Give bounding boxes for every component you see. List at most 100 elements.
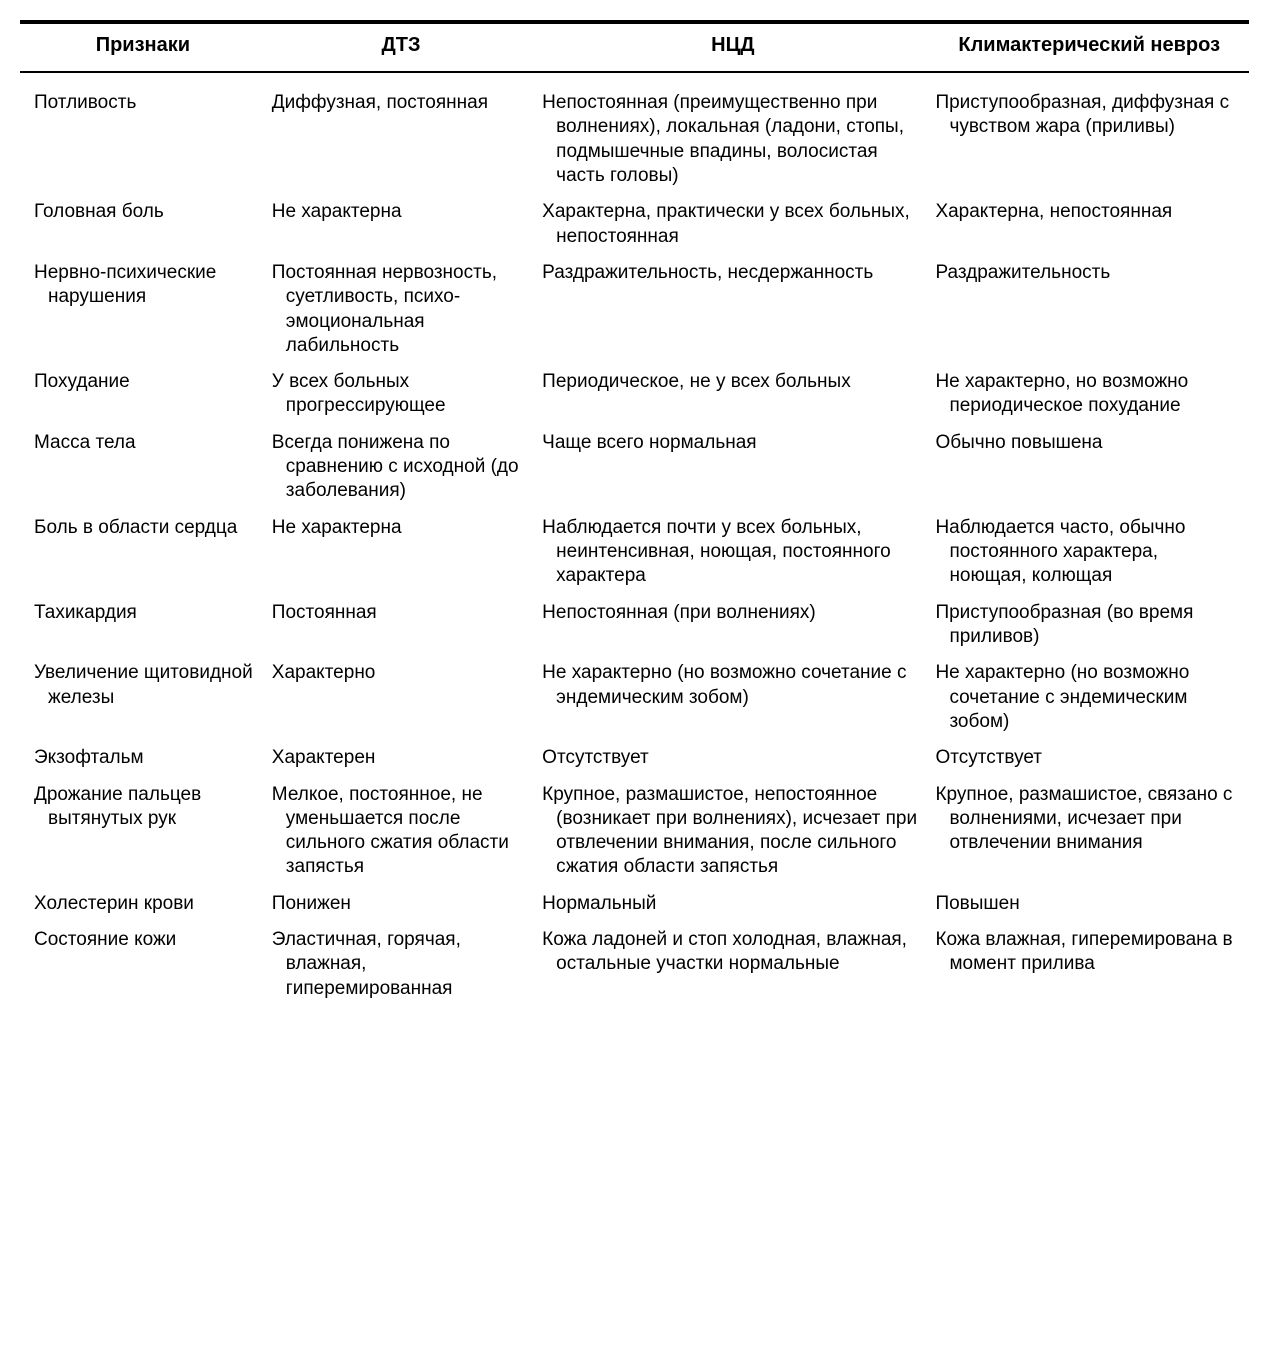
- row-cell: Не характерно (но возможно сочетание с э…: [929, 655, 1249, 740]
- cell-text: Крупное, размашистое, непостоянное (возн…: [542, 783, 919, 880]
- row-cell: Кожа влажная, гиперемирована в момент пр…: [929, 922, 1249, 1007]
- table-row: Похудание У всех больных прогрессирующее П…: [20, 364, 1249, 425]
- table-head: Признаки ДТЗ НЦД Климактерический невроз: [20, 22, 1249, 72]
- row-feature-label: Боль в области сердца: [20, 510, 266, 595]
- table-row: Потливость Диффузная, постоянная Непостоян…: [20, 72, 1249, 194]
- cell-text: Экзофтальм: [34, 746, 256, 770]
- row-cell: Постоянная нервозность, суетливость, пси…: [266, 255, 536, 364]
- cell-text: Дрожание пальцев вытянутых рук: [34, 783, 256, 832]
- row-cell: Крупное, размашистое, непостоянное (возн…: [536, 777, 929, 886]
- table-row: Нервно-психические нарушения Постоянная н…: [20, 255, 1249, 364]
- cell-text: Понижен: [272, 892, 526, 916]
- cell-text: Постоянная: [272, 601, 526, 625]
- row-cell: Отсутствует: [536, 740, 929, 776]
- row-cell: У всех больных прогрессирующее: [266, 364, 536, 425]
- row-feature-label: Состояние кожи: [20, 922, 266, 1007]
- col-header-dtz: ДТЗ: [266, 22, 536, 72]
- row-cell: Кожа ладоней и стоп холодная, влажная, о…: [536, 922, 929, 1007]
- row-cell: Непостоянная (преимущественно при волнен…: [536, 72, 929, 194]
- row-cell: Повышен: [929, 886, 1249, 922]
- cell-text: Характерен: [272, 746, 526, 770]
- cell-text: Наблюдается часто, обычно постоянного ха…: [935, 516, 1239, 589]
- cell-text: Диффузная, постоянная: [272, 91, 526, 115]
- cell-text: Отсутствует: [542, 746, 919, 770]
- table-row: Состояние кожи Эластичная, горячая, влажн…: [20, 922, 1249, 1007]
- table-body: Потливость Диффузная, постоянная Непостоян…: [20, 72, 1249, 1007]
- cell-text: Масса тела: [34, 431, 256, 455]
- col-header-ncd: НЦД: [536, 22, 929, 72]
- row-cell: Приступообразная, диффузная с чувством ж…: [929, 72, 1249, 194]
- cell-text: Мелкое, постоянное, не уменьшается после…: [272, 783, 526, 880]
- row-cell: Непостоянная (при волнениях): [536, 595, 929, 656]
- row-cell: Периодическое, не у всех больных: [536, 364, 929, 425]
- cell-text: Наблюдается почти у всех больных, неинте…: [542, 516, 919, 589]
- row-cell: Мелкое, постоянное, не уменьшается после…: [266, 777, 536, 886]
- row-cell: Наблюдается часто, обычно постоянного ха…: [929, 510, 1249, 595]
- cell-text: Периодическое, не у всех больных: [542, 370, 919, 394]
- cell-text: Эластичная, горячая, влажная, гиперемиро…: [272, 928, 526, 1001]
- cell-text: У всех больных прогрессирующее: [272, 370, 526, 419]
- cell-text: Раздражительность, несдержанность: [542, 261, 919, 285]
- row-cell: Раздражительность: [929, 255, 1249, 364]
- row-cell: Не характерна: [266, 510, 536, 595]
- cell-text: Характерна, практически у всех больных, …: [542, 200, 919, 249]
- row-feature-label: Холестерин крови: [20, 886, 266, 922]
- cell-text: Характерна, непостоянная: [935, 200, 1239, 224]
- cell-text: Раздражительность: [935, 261, 1239, 285]
- cell-text: Крупное, размашистое, связано с волнения…: [935, 783, 1239, 856]
- cell-text: Отсутствует: [935, 746, 1239, 770]
- table-row: Тахикардия Постоянная Непостоянная (при во…: [20, 595, 1249, 656]
- table-header-row: Признаки ДТЗ НЦД Климактерический невроз: [20, 22, 1249, 72]
- row-feature-label: Дрожание пальцев вытянутых рук: [20, 777, 266, 886]
- table-row: Увеличение щитовидной железыХарактерноНе…: [20, 655, 1249, 740]
- table-row: Масса тела Всегда понижена по сравнению с…: [20, 425, 1249, 510]
- row-feature-label: Увеличение щитовидной железы: [20, 655, 266, 740]
- row-cell: Приступообразная (во время приливов): [929, 595, 1249, 656]
- cell-text: Не характерно, но возможно периодическое…: [935, 370, 1239, 419]
- row-feature-label: Тахикардия: [20, 595, 266, 656]
- cell-text: Чаще всего нормальная: [542, 431, 919, 455]
- row-cell: Характерна, непостоянная: [929, 194, 1249, 255]
- row-cell: Не характерна: [266, 194, 536, 255]
- col-header-features: Признаки: [20, 22, 266, 72]
- cell-text: Нервно-психические нарушения: [34, 261, 256, 310]
- cell-text: Не характерна: [272, 200, 526, 224]
- row-feature-label: Головная боль: [20, 194, 266, 255]
- row-cell: Характерна, практически у всех больных, …: [536, 194, 929, 255]
- table-row: Экзофтальм Характерен Отсутствует Отсутству…: [20, 740, 1249, 776]
- row-feature-label: Экзофтальм: [20, 740, 266, 776]
- row-cell: Эластичная, горячая, влажная, гиперемиро…: [266, 922, 536, 1007]
- cell-text: Потливость: [34, 91, 256, 115]
- table-row: Боль в области сердцаНе характерна Наблюд…: [20, 510, 1249, 595]
- cell-text: Увеличение щитовидной железы: [34, 661, 256, 710]
- cell-text: Непостоянная (при волнениях): [542, 601, 919, 625]
- cell-text: Похудание: [34, 370, 256, 394]
- cell-text: Обычно повышена: [935, 431, 1239, 455]
- row-cell: Характерно: [266, 655, 536, 740]
- cell-text: Холестерин крови: [34, 892, 256, 916]
- row-cell: Чаще всего нормальная: [536, 425, 929, 510]
- cell-text: Головная боль: [34, 200, 256, 224]
- cell-text: Не характерно (но возможно сочетание с э…: [935, 661, 1239, 734]
- row-cell: Характерен: [266, 740, 536, 776]
- cell-text: Тахикардия: [34, 601, 256, 625]
- cell-text: Не характерна: [272, 516, 526, 540]
- cell-text: Не характерно (но возможно сочетание с э…: [542, 661, 919, 710]
- row-cell: Обычно повышена: [929, 425, 1249, 510]
- cell-text: Приступообразная, диффузная с чувством ж…: [935, 91, 1239, 140]
- cell-text: Нормальный: [542, 892, 919, 916]
- table-row: Дрожание пальцев вытянутых рук Мелкое, по…: [20, 777, 1249, 886]
- row-cell: Нормальный: [536, 886, 929, 922]
- row-feature-label: Нервно-психические нарушения: [20, 255, 266, 364]
- row-feature-label: Похудание: [20, 364, 266, 425]
- row-cell: Диффузная, постоянная: [266, 72, 536, 194]
- row-feature-label: Масса тела: [20, 425, 266, 510]
- table-row: Холестерин крови Понижен Нормальный Повышен: [20, 886, 1249, 922]
- row-cell: Отсутствует: [929, 740, 1249, 776]
- cell-text: Постоянная нервозность, суетливость, пси…: [272, 261, 526, 358]
- row-cell: Понижен: [266, 886, 536, 922]
- cell-text: Всегда понижена по сравнению с исходной …: [272, 431, 526, 504]
- cell-text: Состояние кожи: [34, 928, 256, 952]
- comparison-table-container: Признаки ДТЗ НЦД Климактерический невроз…: [20, 20, 1249, 1007]
- row-cell: Всегда понижена по сравнению с исходной …: [266, 425, 536, 510]
